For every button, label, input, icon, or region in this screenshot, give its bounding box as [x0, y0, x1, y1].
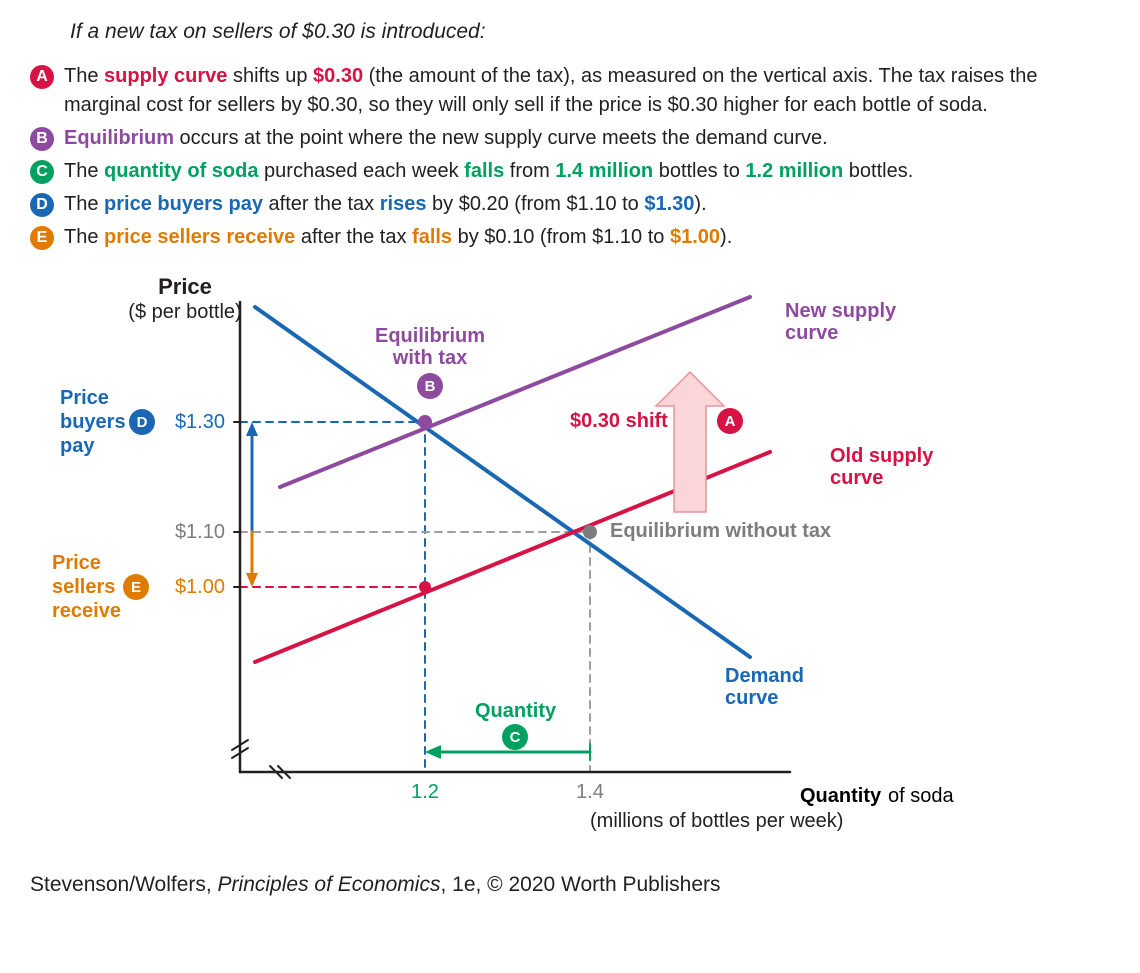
bullet-C: C The quantity of soda purchased each we…	[30, 157, 1110, 186]
svg-text:with tax: with tax	[392, 347, 467, 369]
svg-text:$1.10: $1.10	[175, 521, 225, 543]
svg-text:New supply: New supply	[785, 300, 897, 322]
badge-C: C	[30, 160, 54, 184]
svg-text:Price: Price	[60, 387, 109, 409]
svg-text:Equilibrium without tax: Equilibrium without tax	[610, 520, 831, 542]
svg-text:buyers: buyers	[60, 411, 126, 433]
bullet-D: D The price buyers pay after the tax ris…	[30, 190, 1110, 219]
svg-text:Old supply: Old supply	[830, 445, 934, 467]
supply-demand-chart: Price($ per bottle)Quantity of soda(mill…	[30, 262, 1070, 862]
badge-A: A	[30, 65, 54, 89]
svg-text:$1.00: $1.00	[175, 576, 225, 598]
svg-text:1.2: 1.2	[411, 781, 439, 803]
svg-text:curve: curve	[725, 687, 778, 709]
svg-text:receive: receive	[52, 600, 121, 622]
svg-text:E: E	[131, 579, 141, 596]
citation: Stevenson/Wolfers, Principles of Economi…	[30, 873, 1110, 897]
svg-text:curve: curve	[830, 467, 883, 489]
badge-B: B	[30, 127, 54, 151]
svg-text:A: A	[725, 413, 736, 430]
svg-text:Price: Price	[158, 274, 212, 299]
svg-text:($ per bottle): ($ per bottle)	[128, 301, 241, 323]
bullet-E: E The price sellers receive after the ta…	[30, 223, 1110, 252]
svg-text:sellers: sellers	[52, 576, 115, 598]
svg-text:Equilibrium: Equilibrium	[375, 325, 485, 347]
svg-text:D: D	[137, 414, 148, 431]
svg-text:of soda: of soda	[888, 785, 954, 807]
svg-text:B: B	[425, 378, 436, 395]
svg-text:curve: curve	[785, 322, 838, 344]
bullet-B: B Equilibrium occurs at the point where …	[30, 124, 1110, 153]
svg-text:$0.30 shift: $0.30 shift	[570, 410, 668, 432]
badge-E: E	[30, 226, 54, 250]
intro-heading: If a new tax on sellers of $0.30 is intr…	[70, 20, 1110, 44]
svg-text:Demand: Demand	[725, 665, 804, 687]
bullet-A: A The supply curve shifts up $0.30 (the …	[30, 62, 1110, 120]
svg-text:Quantity: Quantity	[800, 785, 882, 807]
badge-D: D	[30, 193, 54, 217]
svg-text:$1.30: $1.30	[175, 411, 225, 433]
svg-text:(millions of bottles per week): (millions of bottles per week)	[590, 810, 843, 832]
bullet-list: A The supply curve shifts up $0.30 (the …	[30, 62, 1110, 252]
svg-text:C: C	[510, 729, 521, 746]
svg-text:pay: pay	[60, 435, 95, 457]
svg-text:1.4: 1.4	[576, 781, 604, 803]
svg-text:Quantity: Quantity	[475, 700, 557, 722]
svg-text:Price: Price	[52, 552, 101, 574]
